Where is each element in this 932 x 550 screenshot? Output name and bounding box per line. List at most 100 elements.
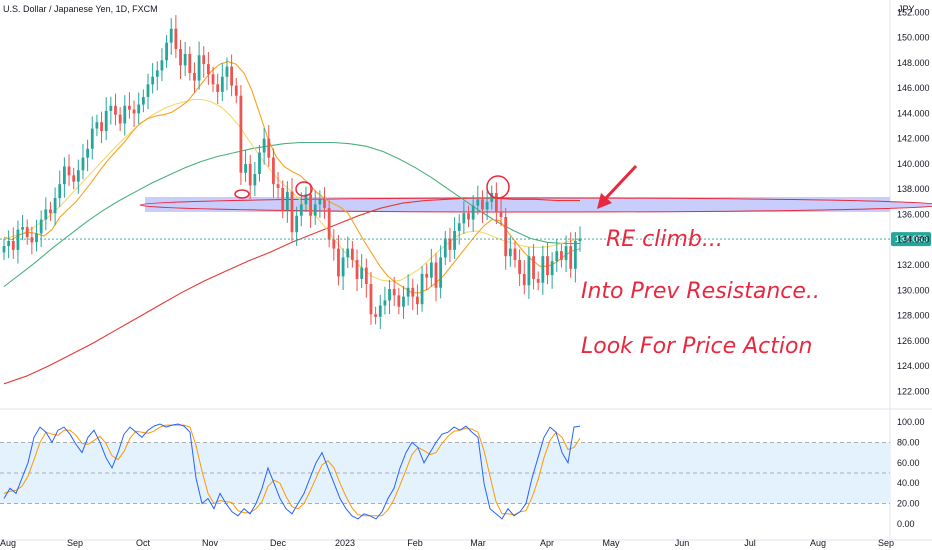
price-tick-label: 132.000 xyxy=(897,260,930,270)
arrow-icon xyxy=(597,164,638,209)
candle xyxy=(248,154,252,200)
candle xyxy=(355,249,359,292)
candle xyxy=(494,182,498,225)
time-tick-label: Jun xyxy=(675,538,690,548)
candle xyxy=(522,260,526,295)
candle xyxy=(262,128,266,165)
candle xyxy=(481,190,484,224)
last-price-label: 134.053 xyxy=(895,234,928,244)
price-tick-label: 134.000 xyxy=(897,235,930,245)
candle xyxy=(137,92,141,125)
candle xyxy=(281,180,285,219)
candle xyxy=(374,306,378,325)
candle xyxy=(183,41,187,76)
oscillator-k-line xyxy=(3,423,581,520)
oscillator-tick-label: 60.00 xyxy=(897,458,920,468)
price-tick-label: 136.000 xyxy=(897,209,930,219)
candle xyxy=(346,236,350,269)
candle xyxy=(225,57,229,91)
annotation-line-2: Into Prev Resistance.. xyxy=(581,279,820,304)
candle xyxy=(30,226,34,255)
candle xyxy=(383,286,387,315)
price-tick-label: 138.000 xyxy=(897,184,930,194)
candle xyxy=(169,18,173,55)
candle xyxy=(397,287,401,315)
time-tick-label: Mar xyxy=(470,538,486,548)
last-price-badge xyxy=(891,232,931,247)
candle xyxy=(25,219,29,245)
candle xyxy=(327,200,331,248)
candle xyxy=(58,170,62,208)
candle xyxy=(406,274,410,306)
candle xyxy=(569,232,573,278)
candle xyxy=(123,95,127,136)
time-tick-label: Nov xyxy=(202,538,219,548)
candle xyxy=(11,227,15,259)
time-axis[interactable]: Aug Sep Oct Nov Dec 2023 Feb Mar Apr May Jun Jul Aug… xyxy=(0,538,894,548)
candle xyxy=(67,154,71,186)
price-tick-label: 146.000 xyxy=(897,83,930,93)
time-tick-label: May xyxy=(602,538,620,548)
candle xyxy=(443,230,447,266)
candle xyxy=(267,125,271,167)
candle xyxy=(206,51,210,85)
candle xyxy=(244,150,247,182)
price-tick-label: 144.000 xyxy=(897,108,930,118)
candle xyxy=(388,279,391,315)
candle xyxy=(276,172,280,199)
candle xyxy=(21,214,24,241)
candle xyxy=(402,285,405,319)
candle xyxy=(323,187,326,219)
candle xyxy=(179,39,182,80)
candle xyxy=(337,234,340,286)
candle xyxy=(350,241,354,268)
candle xyxy=(35,219,38,252)
candle xyxy=(53,187,57,226)
candle xyxy=(109,96,113,125)
time-tick-label: Feb xyxy=(407,538,423,548)
candle xyxy=(86,139,90,172)
candle xyxy=(471,195,475,232)
candle xyxy=(555,238,559,272)
candle xyxy=(573,231,577,283)
candle xyxy=(234,78,238,104)
candle xyxy=(95,114,99,137)
candle xyxy=(49,201,52,221)
candle xyxy=(299,192,303,227)
price-tick-label: 150.000 xyxy=(897,33,930,43)
time-tick-label: Aug xyxy=(0,538,16,548)
candle xyxy=(550,252,554,289)
candle xyxy=(146,73,150,110)
candle xyxy=(309,183,312,228)
oscillator-tick-label: 0.00 xyxy=(897,519,915,529)
candle xyxy=(160,48,164,82)
candle xyxy=(90,116,94,160)
time-tick-label: Dec xyxy=(270,538,287,548)
candle xyxy=(128,92,131,119)
candle xyxy=(141,89,145,113)
candle xyxy=(132,100,136,128)
candle xyxy=(541,245,545,295)
circle-mark-3 xyxy=(486,175,510,199)
candle xyxy=(467,205,470,228)
candle xyxy=(165,35,168,68)
annotation-line-1: RE climb... xyxy=(606,227,723,252)
candle xyxy=(220,63,224,102)
candle xyxy=(499,198,503,227)
oscillator-pane[interactable]: 0.00 20.00 40.00 60.00 80.00 100.00 xyxy=(0,417,925,529)
candle xyxy=(258,144,261,182)
candle xyxy=(76,159,80,194)
time-tick-label: 2023 xyxy=(335,538,355,548)
candle xyxy=(369,271,373,325)
candle xyxy=(457,214,461,245)
oscillator-tick-label: 40.00 xyxy=(897,478,920,488)
candle xyxy=(174,15,178,59)
time-tick-label: Sep xyxy=(67,538,83,548)
candle xyxy=(364,258,368,298)
price-tick-label: 128.000 xyxy=(897,311,930,321)
candle xyxy=(434,253,438,302)
candle xyxy=(536,271,540,291)
oscillator-tick-label: 20.00 xyxy=(897,499,920,509)
candle xyxy=(114,93,117,126)
